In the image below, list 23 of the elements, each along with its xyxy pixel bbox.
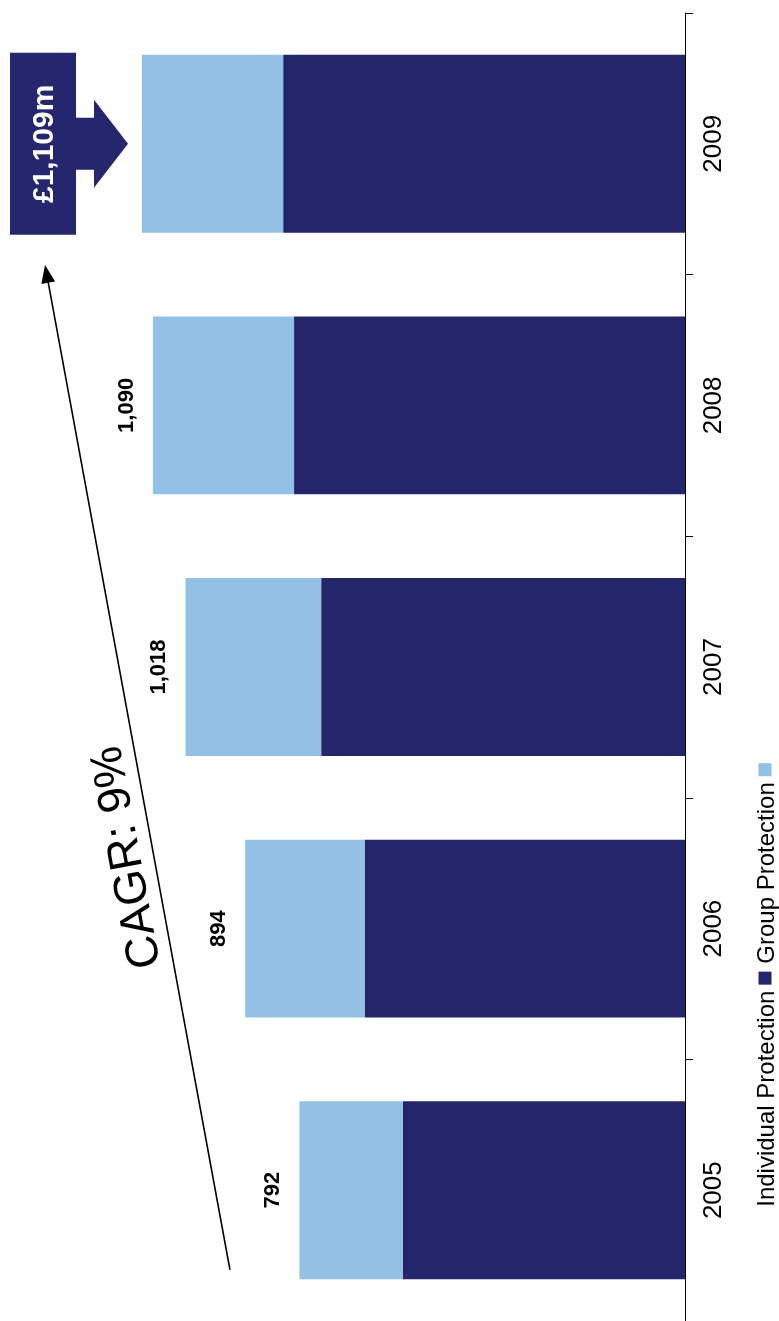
legend-label: Group Protection xyxy=(751,782,779,964)
bar xyxy=(364,839,685,1018)
y-tick-label: 2006 xyxy=(697,899,727,958)
y-tick-label: 2005 xyxy=(697,1161,727,1220)
y-tick-label: 2007 xyxy=(697,638,727,696)
bar xyxy=(142,54,284,233)
annotation: CAGR: 9% xyxy=(78,742,171,974)
bar xyxy=(152,316,295,495)
bar xyxy=(245,839,365,1018)
bar xyxy=(321,578,685,756)
annotation: 894 xyxy=(205,909,231,947)
bar xyxy=(299,1101,403,1280)
annotation: 1,090 xyxy=(112,377,138,433)
annotation: £1,109m xyxy=(26,84,59,204)
bar xyxy=(185,578,322,756)
y-tick-label: 2009 xyxy=(697,114,727,173)
annotation: 792 xyxy=(259,1171,285,1209)
y-tick-label: 2008 xyxy=(697,376,727,435)
bar xyxy=(402,1101,685,1280)
bar xyxy=(283,54,685,233)
annotation: 1,018 xyxy=(145,639,171,695)
legend-label: Individual Protection xyxy=(751,990,779,1207)
bar xyxy=(294,316,685,495)
